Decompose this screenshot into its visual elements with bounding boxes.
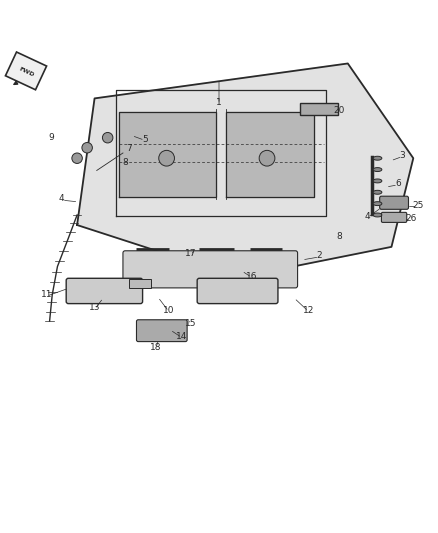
Text: 17: 17 [185, 249, 196, 258]
Circle shape [72, 153, 82, 164]
FancyBboxPatch shape [380, 196, 409, 209]
Text: 13: 13 [89, 303, 100, 312]
Text: 16: 16 [246, 272, 258, 280]
Bar [300, 103, 338, 115]
Ellipse shape [373, 156, 382, 160]
Ellipse shape [373, 201, 382, 206]
Ellipse shape [373, 190, 382, 194]
Text: 14: 14 [176, 332, 187, 341]
Text: FWD: FWD [18, 66, 35, 77]
Text: 20: 20 [333, 106, 345, 115]
Text: 1: 1 [216, 98, 222, 107]
Text: 8: 8 [122, 158, 128, 167]
Polygon shape [77, 63, 413, 277]
FancyBboxPatch shape [66, 278, 143, 304]
Text: 3: 3 [399, 151, 405, 160]
Text: 5: 5 [142, 134, 148, 143]
Text: 4: 4 [365, 212, 370, 221]
Text: 12: 12 [303, 305, 314, 314]
Text: 18: 18 [150, 343, 162, 352]
FancyBboxPatch shape [137, 320, 187, 342]
Ellipse shape [373, 167, 382, 172]
Bar [130, 279, 151, 288]
Text: 4: 4 [59, 195, 65, 203]
Text: 26: 26 [406, 214, 417, 223]
Text: 11: 11 [41, 290, 52, 300]
Ellipse shape [373, 213, 382, 217]
Text: 6: 6 [395, 179, 401, 188]
Ellipse shape [373, 179, 382, 183]
FancyBboxPatch shape [197, 278, 278, 304]
Polygon shape [5, 52, 46, 90]
Polygon shape [226, 111, 314, 197]
FancyBboxPatch shape [123, 251, 297, 288]
Text: 9: 9 [48, 133, 54, 142]
Text: 10: 10 [163, 305, 174, 314]
Circle shape [82, 142, 92, 153]
Circle shape [102, 133, 113, 143]
Text: 25: 25 [412, 201, 424, 210]
Circle shape [259, 150, 275, 166]
FancyBboxPatch shape [381, 212, 407, 222]
Text: 7: 7 [127, 144, 132, 153]
Text: 8: 8 [336, 232, 342, 241]
Circle shape [159, 150, 174, 166]
Text: 15: 15 [185, 319, 196, 328]
Text: 2: 2 [317, 251, 322, 260]
Polygon shape [120, 111, 215, 197]
